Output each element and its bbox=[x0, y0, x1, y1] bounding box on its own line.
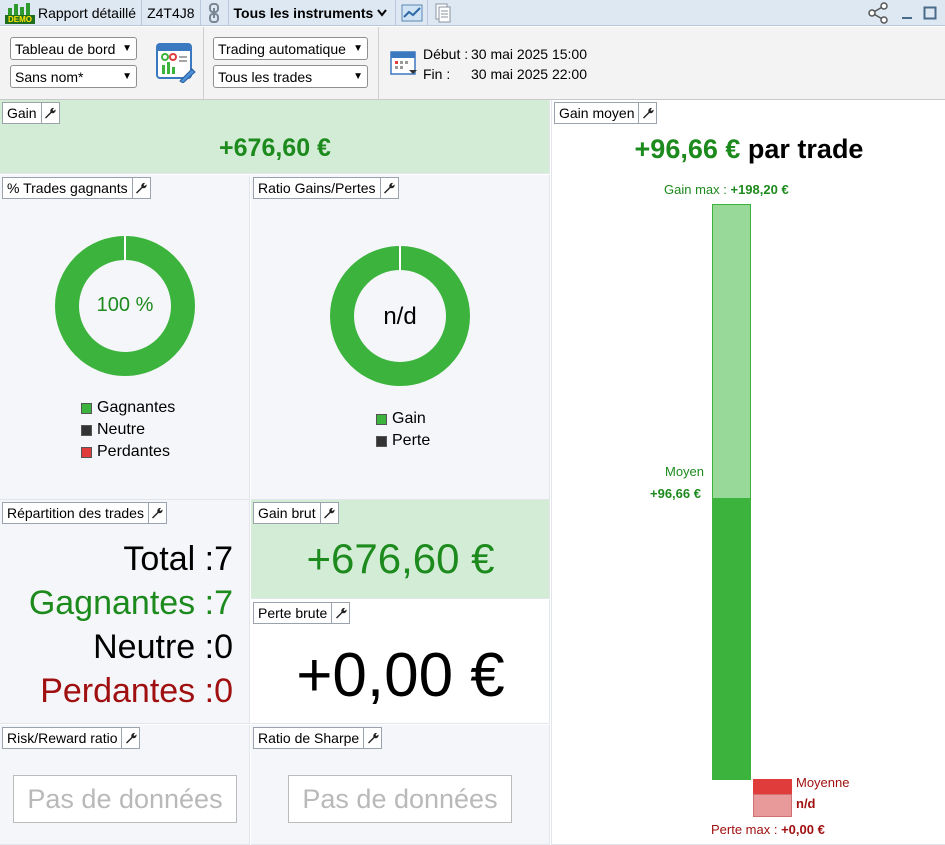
risk-reward-panel: Risk/Reward ratio Pas de données bbox=[0, 725, 250, 845]
layout-select[interactable]: Tableau de bord ▼ bbox=[10, 37, 137, 60]
trading-mode-select[interactable]: Trading automatique ▼ bbox=[213, 37, 368, 60]
legend-swatch-green bbox=[81, 402, 92, 414]
average-gain-headline: +96,66 € par trade bbox=[552, 134, 945, 165]
wrench-icon[interactable] bbox=[363, 728, 381, 748]
gross-gain-panel-title: Gain brut bbox=[253, 502, 339, 524]
max-loss-bar bbox=[753, 794, 792, 817]
gain-loss-donut bbox=[330, 245, 470, 386]
chevron-down-icon: ▼ bbox=[122, 71, 132, 82]
wrench-icon[interactable] bbox=[40, 103, 59, 123]
wrench-icon[interactable] bbox=[379, 178, 398, 198]
trade-distribution-panel-title: Répartition des trades bbox=[2, 502, 167, 524]
chevron-down-icon: ▼ bbox=[353, 43, 363, 54]
mean-gain-value: +96,66 € bbox=[650, 486, 701, 501]
title-bar: DEMO Rapport détaillé Z4T4J8 Tous les in… bbox=[0, 0, 945, 26]
link-icon[interactable] bbox=[201, 0, 229, 26]
max-loss-label: Perte max : +0,00 € bbox=[711, 822, 825, 837]
wrench-icon[interactable] bbox=[147, 503, 166, 523]
gross-gain-value: +676,60 € bbox=[306, 535, 495, 582]
gain-loss-center-text: n/d bbox=[383, 303, 417, 330]
legend-swatch-red bbox=[81, 446, 92, 458]
dashboard-settings-icon[interactable] bbox=[156, 41, 196, 84]
minimize-icon[interactable] bbox=[901, 6, 913, 20]
instruments-dropdown[interactable]: Tous les instruments bbox=[229, 0, 397, 26]
legend-swatch-neutral bbox=[81, 424, 92, 436]
mean-loss-label: Moyenne bbox=[796, 775, 850, 790]
gain-value: +676,60 € bbox=[219, 134, 331, 162]
chevron-down-icon: ▼ bbox=[353, 71, 363, 82]
wrench-icon[interactable] bbox=[638, 103, 656, 123]
legend-swatch-green bbox=[376, 413, 387, 425]
win-rate-legend: Gagnantes Neutre Perdantes bbox=[81, 397, 175, 463]
gross-gain-panel: Gain brut +676,60 € bbox=[251, 500, 550, 599]
trades-filter-select[interactable]: Tous les trades ▼ bbox=[213, 65, 368, 88]
win-rate-panel: % Trades gagnants 100 % Gagnantes Neutre… bbox=[0, 175, 250, 500]
calendar-icon[interactable] bbox=[390, 49, 418, 77]
app-logo: DEMO Rapport détaillé bbox=[0, 0, 143, 26]
sharpe-panel: Ratio de Sharpe Pas de données bbox=[251, 725, 550, 845]
average-gain-suffix: par trade bbox=[747, 134, 864, 164]
chart-image-icon[interactable] bbox=[396, 0, 429, 26]
gross-loss-panel: Perte brute +0,00 € bbox=[251, 600, 550, 724]
wrench-icon[interactable] bbox=[331, 603, 349, 623]
losing-trades-row: Perdantes :0 bbox=[40, 672, 233, 710]
winning-trades-row: Gagnantes :7 bbox=[28, 584, 233, 622]
total-trades-row: Total :7 bbox=[123, 540, 233, 578]
gross-loss-value: +0,00 € bbox=[296, 641, 505, 710]
win-rate-panel-title: % Trades gagnants bbox=[2, 177, 151, 199]
average-gain-panel: Gain moyen +96,66 € par trade Gain max :… bbox=[551, 100, 945, 845]
sharpe-panel-title: Ratio de Sharpe bbox=[253, 727, 383, 749]
risk-reward-no-data: Pas de données bbox=[13, 775, 237, 823]
mean-loss-value: n/d bbox=[796, 796, 816, 811]
maximize-icon[interactable] bbox=[923, 6, 937, 20]
chevron-down-icon: ▼ bbox=[122, 43, 132, 54]
win-rate-donut bbox=[55, 235, 195, 376]
max-gain-label: Gain max : +198,20 € bbox=[664, 182, 789, 197]
name-select[interactable]: Sans nom* ▼ bbox=[10, 65, 137, 88]
legend-swatch-neutral bbox=[376, 435, 387, 447]
mean-loss-bar bbox=[753, 779, 792, 794]
gain-panel: Gain +676,60 € bbox=[0, 100, 550, 174]
demo-logo-icon: DEMO bbox=[5, 2, 35, 24]
chevron-down-icon bbox=[377, 8, 388, 17]
wrench-icon[interactable] bbox=[319, 503, 338, 523]
neutral-trades-row: Neutre :0 bbox=[93, 628, 233, 666]
average-gain-value: +96,66 € bbox=[634, 134, 741, 164]
share-icon[interactable] bbox=[867, 2, 891, 24]
trade-distribution-panel: Répartition des trades Total :7 Gagnante… bbox=[0, 500, 250, 724]
toolbar: Tableau de bord ▼ Sans nom* ▼ Trading auto… bbox=[0, 27, 945, 100]
gain-loss-ratio-panel: Ratio Gains/Pertes n/d Gain Perte bbox=[251, 175, 550, 500]
wrench-icon[interactable] bbox=[131, 178, 150, 198]
end-value: 30 mai 2025 22:00 bbox=[471, 66, 587, 82]
gain-loss-ratio-panel-title: Ratio Gains/Pertes bbox=[253, 177, 399, 199]
end-label: Fin : bbox=[423, 66, 451, 82]
gross-loss-panel-title: Perte brute bbox=[253, 602, 351, 624]
mean-gain-bar bbox=[712, 498, 751, 779]
document-icon[interactable] bbox=[428, 0, 458, 26]
average-gain-panel-title: Gain moyen bbox=[554, 102, 658, 124]
sharpe-no-data: Pas de données bbox=[288, 775, 512, 823]
wrench-icon[interactable] bbox=[121, 728, 139, 748]
start-label: Début : bbox=[423, 46, 469, 62]
report-label: Rapport détaillé bbox=[38, 4, 137, 21]
gain-loss-legend: Gain Perte bbox=[376, 408, 430, 452]
win-rate-center-text: 100 % bbox=[96, 294, 154, 316]
risk-reward-panel-title: Risk/Reward ratio bbox=[2, 727, 141, 749]
gain-panel-title: Gain bbox=[2, 102, 60, 124]
mean-gain-label: Moyen bbox=[665, 464, 705, 479]
account-id[interactable]: Z4T4J8 bbox=[142, 0, 201, 26]
start-value: 30 mai 2025 15:00 bbox=[471, 46, 587, 62]
